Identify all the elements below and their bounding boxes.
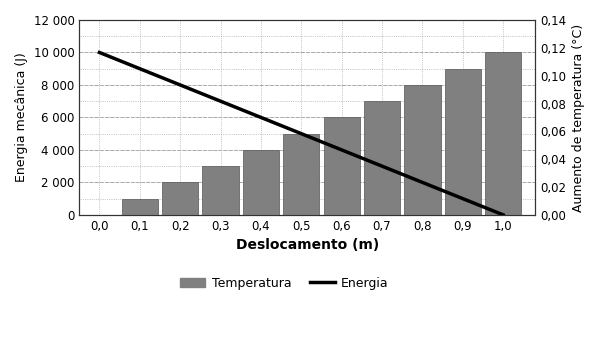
Bar bbox=[485, 53, 521, 215]
Bar bbox=[283, 134, 319, 215]
Y-axis label: Energia mecânica (J): Energia mecânica (J) bbox=[15, 53, 28, 182]
Bar bbox=[162, 183, 199, 215]
Legend: Temperatura, Energia: Temperatura, Energia bbox=[175, 272, 394, 295]
Bar bbox=[122, 199, 158, 215]
Y-axis label: Aumento de temperatura (°C): Aumento de temperatura (°C) bbox=[572, 23, 585, 212]
Bar bbox=[404, 85, 440, 215]
Bar bbox=[323, 117, 360, 215]
Bar bbox=[202, 166, 239, 215]
Bar bbox=[445, 69, 481, 215]
Bar bbox=[364, 101, 400, 215]
Bar bbox=[243, 150, 279, 215]
X-axis label: Deslocamento (m): Deslocamento (m) bbox=[236, 238, 379, 252]
